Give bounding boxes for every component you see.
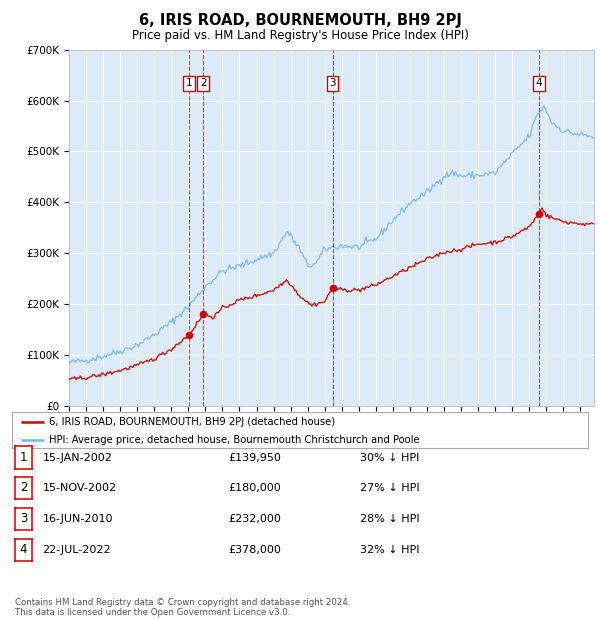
Text: 2: 2	[20, 482, 27, 494]
Text: 6, IRIS ROAD, BOURNEMOUTH, BH9 2PJ: 6, IRIS ROAD, BOURNEMOUTH, BH9 2PJ	[139, 13, 461, 28]
Text: Contains HM Land Registry data © Crown copyright and database right 2024.: Contains HM Land Registry data © Crown c…	[15, 598, 350, 607]
Text: 3: 3	[20, 513, 27, 525]
Text: £139,950: £139,950	[228, 453, 281, 463]
Text: 4: 4	[535, 79, 542, 89]
Text: 1: 1	[185, 79, 193, 89]
Text: £180,000: £180,000	[228, 483, 281, 493]
Text: 30% ↓ HPI: 30% ↓ HPI	[360, 453, 419, 463]
Text: 15-NOV-2002: 15-NOV-2002	[43, 483, 117, 493]
Text: This data is licensed under the Open Government Licence v3.0.: This data is licensed under the Open Gov…	[15, 608, 290, 617]
Text: 32% ↓ HPI: 32% ↓ HPI	[360, 545, 419, 555]
Text: 4: 4	[20, 544, 27, 556]
Text: 3: 3	[329, 79, 336, 89]
Text: £232,000: £232,000	[228, 514, 281, 524]
Text: 22-JUL-2022: 22-JUL-2022	[43, 545, 111, 555]
Text: £378,000: £378,000	[228, 545, 281, 555]
Text: 1: 1	[20, 451, 27, 464]
Text: 27% ↓ HPI: 27% ↓ HPI	[360, 483, 419, 493]
Text: 2: 2	[200, 79, 206, 89]
Text: 28% ↓ HPI: 28% ↓ HPI	[360, 514, 419, 524]
Text: 16-JUN-2010: 16-JUN-2010	[43, 514, 113, 524]
Text: 6, IRIS ROAD, BOURNEMOUTH, BH9 2PJ (detached house): 6, IRIS ROAD, BOURNEMOUTH, BH9 2PJ (deta…	[49, 417, 335, 427]
Text: Price paid vs. HM Land Registry's House Price Index (HPI): Price paid vs. HM Land Registry's House …	[131, 30, 469, 42]
Text: 15-JAN-2002: 15-JAN-2002	[43, 453, 112, 463]
Text: HPI: Average price, detached house, Bournemouth Christchurch and Poole: HPI: Average price, detached house, Bour…	[49, 435, 420, 445]
